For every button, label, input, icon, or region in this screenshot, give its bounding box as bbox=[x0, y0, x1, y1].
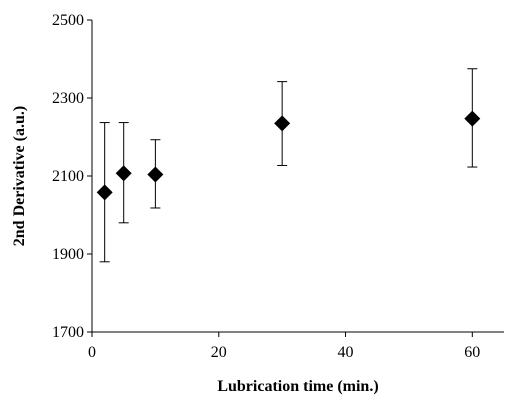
x-ticks: 0 20 40 60 bbox=[88, 332, 480, 361]
y-ticks: 1700 1900 2100 2300 2500 bbox=[52, 12, 92, 341]
x-tick-label: 0 bbox=[88, 344, 96, 361]
x-tick-label: 60 bbox=[464, 344, 480, 361]
data-point-diamond bbox=[96, 184, 113, 201]
y-tick-label: 2500 bbox=[52, 12, 84, 29]
data-point-diamond bbox=[147, 166, 164, 183]
x-tick-label: 40 bbox=[338, 344, 354, 361]
y-tick-label: 1700 bbox=[52, 324, 84, 341]
x-tick-label: 20 bbox=[211, 344, 227, 361]
data-point-diamond bbox=[464, 110, 481, 127]
y-tick-label: 1900 bbox=[52, 246, 84, 263]
y-axis-title: 2nd Derivative (a.u.) bbox=[11, 106, 28, 246]
data-points bbox=[96, 110, 481, 201]
y-tick-label: 2100 bbox=[52, 168, 84, 185]
data-point-diamond bbox=[115, 165, 132, 182]
error-bars bbox=[99, 68, 478, 263]
y-tick-label: 2300 bbox=[52, 90, 84, 107]
data-point-diamond bbox=[274, 115, 291, 132]
x-axis-title: Lubrication time (min.) bbox=[217, 378, 378, 395]
